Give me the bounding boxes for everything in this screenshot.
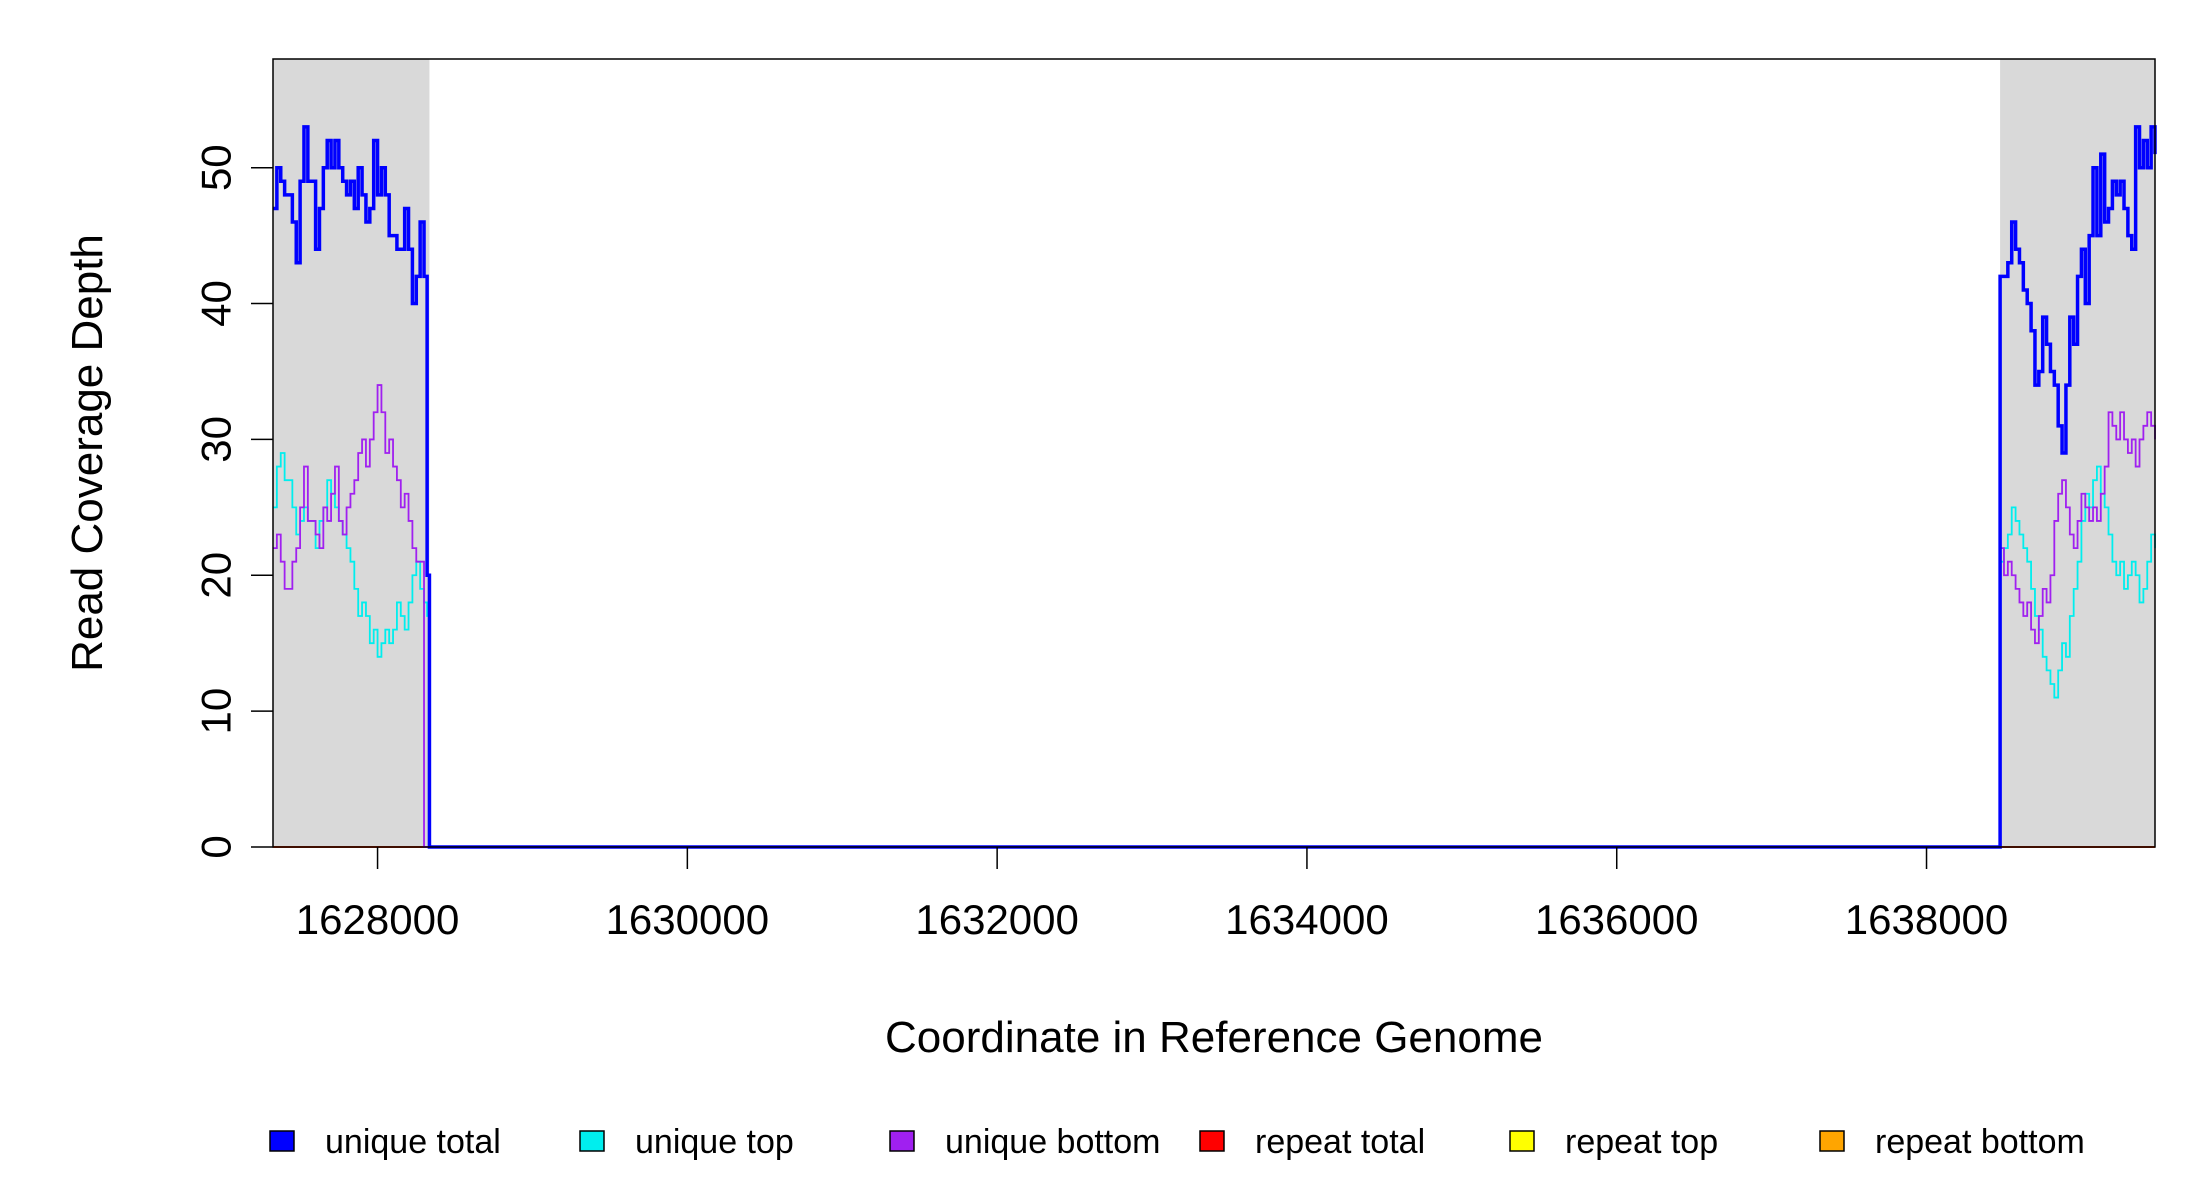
y-tick-label: 50 [193,144,240,191]
legend-swatch [269,1130,295,1152]
legend-label: repeat bottom [1875,1123,2085,1161]
y-tick-label: 30 [193,416,240,463]
legend-label: unique bottom [945,1123,1161,1161]
plot-frame [272,58,2156,848]
series-lines [273,125,2157,849]
x-tick-label: 1634000 [1225,896,1389,943]
shaded-regions [273,59,2155,847]
x-tick-label: 1636000 [1535,896,1699,943]
y-axis-title: Read Coverage Depth [63,234,112,672]
legend-swatch [579,1130,605,1152]
legend-item-unique-total: unique total [269,1123,501,1161]
x-axis-title: Coordinate in Reference Genome [885,1013,1543,1062]
series-line-unique-bottom [273,384,2156,848]
legend-item-unique-top: unique top [579,1123,794,1161]
legend-label: unique top [635,1123,794,1161]
legend-label: repeat top [1565,1123,1718,1161]
legend-swatch [889,1130,915,1152]
legend-item-repeat-total: repeat total [1199,1123,1425,1161]
x-tick-label: 1628000 [296,896,460,943]
series-line-unique-top [273,452,2156,848]
x-tick-label: 1638000 [1845,896,2009,943]
legend-item-unique-bottom: unique bottom [889,1123,1161,1161]
x-tick-label: 1632000 [915,896,1079,943]
series-line-unique-total [273,125,2157,849]
legend: unique total unique top unique bottom repea… [269,1123,2085,1161]
shaded-region-0 [273,59,430,847]
legend-swatch [1509,1130,1535,1152]
x-tick-label: 1630000 [606,896,770,943]
legend-item-repeat-top: repeat top [1509,1123,1718,1161]
y-axis: 0 10 20 30 40 50 [193,144,273,859]
y-tick-label: 40 [193,280,240,327]
legend-swatch [1819,1130,1845,1152]
legend-item-repeat-bottom: repeat bottom [1819,1123,2085,1161]
y-tick-label: 20 [193,552,240,599]
x-axis: 1628000 1630000 1632000 1634000 1636000 16380… [296,847,2008,943]
y-tick-label: 0 [193,835,240,858]
legend-label: repeat total [1255,1123,1425,1161]
y-tick-label: 10 [193,688,240,735]
legend-swatch [1199,1130,1225,1152]
legend-label: unique total [325,1123,501,1161]
